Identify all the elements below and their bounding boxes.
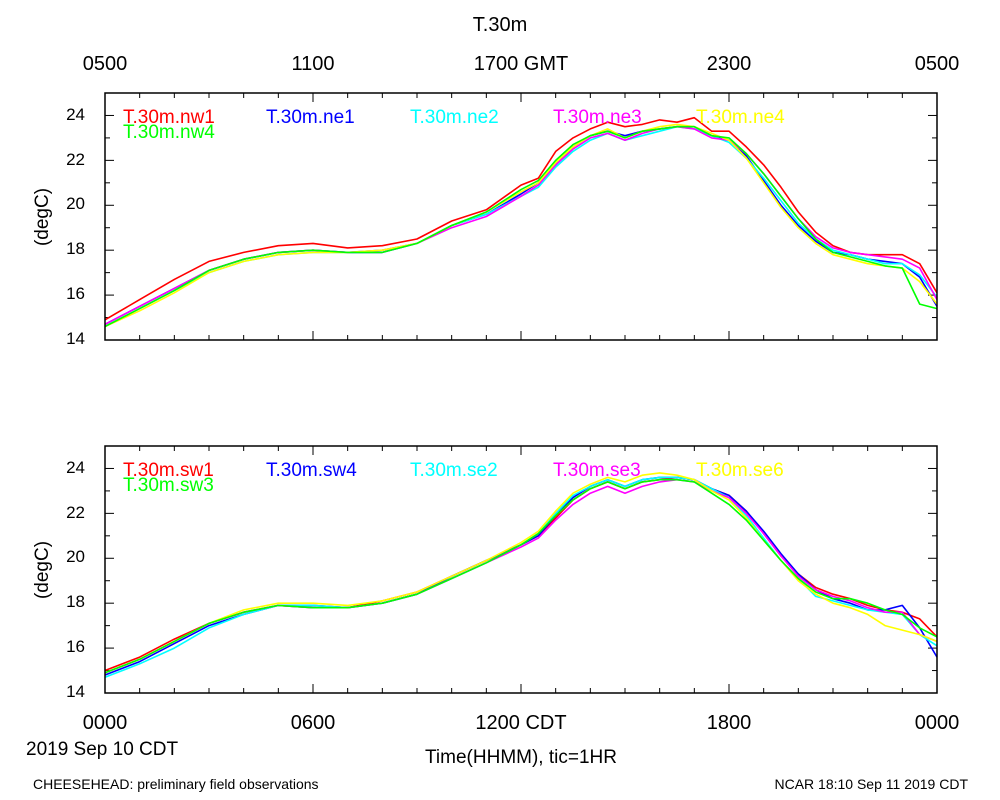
y-tick-label: 18 <box>66 239 85 258</box>
y-tick-label: 20 <box>66 547 85 566</box>
bottom-cdt-axis: 0000 0600 1200 CDT 1800 0000 <box>83 712 960 734</box>
cdt-tick-label: 1800 <box>707 712 752 734</box>
y-tick-label: 20 <box>66 194 85 213</box>
series-line-t-30m-sw3 <box>104 478 938 674</box>
legend-entry: T.30m.ne3 <box>553 107 642 128</box>
y-tick-label: 22 <box>66 150 85 169</box>
top-panel-lines <box>104 116 938 328</box>
y-tick-label: 14 <box>66 682 85 701</box>
cdt-tick-label: 0600 <box>291 712 336 734</box>
series-line-t-30m-ne2 <box>104 125 938 328</box>
y-tick-label: 24 <box>66 105 85 124</box>
gmt-tick-label: 0500 <box>83 53 128 75</box>
legend-entry: T.30m.sw4 <box>266 460 357 481</box>
top-gmt-axis: 0500 1100 1700 GMT 2300 0500 <box>83 53 960 75</box>
top-y-tick-labels: 14 16 18 20 22 24 <box>66 105 85 348</box>
series-line-t-30m-ne3 <box>104 125 938 326</box>
legend-entry: T.30m.se3 <box>553 460 641 481</box>
footer-left: CHEESEHEAD: preliminary field observatio… <box>33 776 319 792</box>
series-line-t-30m-sw1 <box>104 476 938 672</box>
cdt-tick-label: 0000 <box>83 712 128 734</box>
legend-entry: T.30m.ne4 <box>696 107 785 128</box>
legend-entry: T.30m.sw3 <box>123 475 214 496</box>
legend-entry: T.30m.se2 <box>410 460 498 481</box>
bottom-panel-ticks <box>104 445 938 694</box>
legend-entry: T.30m.ne1 <box>266 107 355 128</box>
top-legend: T.30m.nw1 T.30m.nw4 T.30m.ne1 T.30m.ne2 … <box>123 107 785 143</box>
bottom-panel-lines <box>104 472 938 679</box>
y-tick-label: 22 <box>66 503 85 522</box>
footer-right: NCAR 18:10 Sep 11 2019 CDT <box>774 776 968 792</box>
bottom-ylabel: (degC) <box>32 541 53 599</box>
gmt-tick-label: 1100 <box>291 53 334 75</box>
top-panel: (degC) 14 16 18 20 22 24 T.30m.nw1 T.30m… <box>32 92 938 348</box>
x-axis-label: Time(HHMM), tic=1HR <box>425 747 617 768</box>
bottom-legend: T.30m.sw1 T.30m.sw3 T.30m.sw4 T.30m.se2 … <box>123 460 784 496</box>
gmt-tick-label: 1700 GMT <box>474 53 568 75</box>
chart-title: T.30m <box>473 14 527 36</box>
top-panel-ticks <box>104 92 938 341</box>
cdt-tick-label: 0000 <box>915 712 960 734</box>
series-line-t-30m-nw4 <box>104 125 938 328</box>
bottom-y-tick-labels: 14 16 18 20 22 24 <box>66 458 85 701</box>
y-tick-label: 14 <box>66 329 85 348</box>
top-ylabel: (degC) <box>32 188 53 246</box>
series-line-t-30m-se2 <box>104 476 938 679</box>
legend-entry: T.30m.se6 <box>696 460 784 481</box>
y-tick-label: 24 <box>66 458 85 477</box>
legend-entry: T.30m.sw1 <box>123 460 214 481</box>
legend-entry: T.30m.nw4 <box>123 122 215 143</box>
series-line-t-30m-ne4 <box>104 123 938 328</box>
gmt-tick-label: 0500 <box>915 53 960 75</box>
series-line-t-30m-sw4 <box>104 476 938 676</box>
y-tick-label: 16 <box>66 637 85 656</box>
legend-entry: T.30m.ne2 <box>410 107 499 128</box>
series-line-t-30m-nw1 <box>104 116 938 321</box>
y-tick-label: 16 <box>66 284 85 303</box>
legend-entry: T.30m.nw1 <box>123 107 215 128</box>
gmt-tick-label: 2300 <box>707 53 752 75</box>
bottom-panel: (degC) 14 16 18 20 22 24 T.30m.sw1 T.30m… <box>32 445 938 701</box>
y-tick-label: 18 <box>66 592 85 611</box>
bottom-panel-frame <box>104 445 938 694</box>
top-panel-frame <box>104 92 938 341</box>
series-line-t-30m-ne1 <box>104 125 938 326</box>
series-line-t-30m-se6 <box>104 472 938 674</box>
date-label: 2019 Sep 10 CDT <box>26 739 178 760</box>
series-line-t-30m-se3 <box>104 478 938 674</box>
cdt-tick-label: 1200 CDT <box>475 712 566 734</box>
